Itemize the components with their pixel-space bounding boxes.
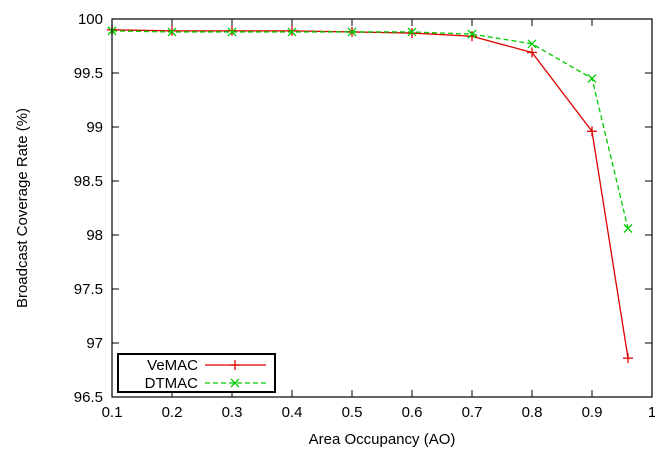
series-layer bbox=[107, 24, 633, 364]
series-dtmac bbox=[107, 26, 633, 233]
data-point-dtmac bbox=[587, 73, 597, 83]
x-tick-label: 0.9 bbox=[582, 404, 603, 421]
data-point-dtmac bbox=[347, 27, 357, 37]
x-tick-label: 0.4 bbox=[282, 404, 303, 421]
y-tick-label: 98 bbox=[86, 227, 103, 244]
legend-marker-dtmac bbox=[230, 378, 240, 388]
tick-labels: 0.1 0.2 0.3 0.4 0.5 0.6 0.7 0.8 0.9 1 96.5 97 97.5 98… bbox=[74, 11, 655, 421]
series-line-dtmac bbox=[111, 30, 629, 229]
x-tick-label: 0.3 bbox=[222, 404, 243, 421]
data-point-dtmac bbox=[167, 27, 177, 37]
data-point-dtmac bbox=[287, 27, 297, 37]
x-tick-label: 1 bbox=[648, 404, 655, 421]
x-tick-label: 0.2 bbox=[162, 404, 183, 421]
data-point-dtmac bbox=[467, 29, 477, 39]
x-tick-label: 0.1 bbox=[102, 404, 123, 421]
legend-label-vemac: VeMAC bbox=[147, 357, 198, 374]
x-tick-label: 0.7 bbox=[462, 404, 483, 421]
series-line-vemac bbox=[111, 29, 629, 359]
x-tick-label: 0.5 bbox=[342, 404, 363, 421]
data-point-dtmac bbox=[623, 224, 633, 233]
data-point-dtmac bbox=[407, 27, 417, 37]
data-point-dtmac bbox=[527, 39, 537, 49]
y-axis-title: Broadcast Coverage Rate (%) bbox=[14, 108, 31, 308]
y-tick-label: 98.5 bbox=[74, 173, 103, 190]
x-tick-label: 0.8 bbox=[522, 404, 543, 421]
x-tick-label: 0.6 bbox=[402, 404, 423, 421]
legend-box bbox=[117, 353, 276, 393]
x-axis-title: Area Occupancy (AO) bbox=[309, 431, 456, 448]
y-tick-label: 99.5 bbox=[74, 65, 103, 82]
axis-ticks bbox=[111, 18, 653, 398]
y-tick-label: 100 bbox=[78, 11, 103, 28]
legend-label-dtmac: DTMAC bbox=[145, 375, 198, 392]
data-point-dtmac bbox=[227, 27, 237, 37]
y-tick-label: 99 bbox=[86, 119, 103, 136]
series-vemac bbox=[107, 24, 633, 364]
y-tick-label: 97.5 bbox=[74, 281, 103, 298]
plot-frame bbox=[111, 18, 653, 398]
y-tick-label: 97 bbox=[86, 335, 103, 352]
y-tick-label: 96.5 bbox=[74, 389, 103, 406]
